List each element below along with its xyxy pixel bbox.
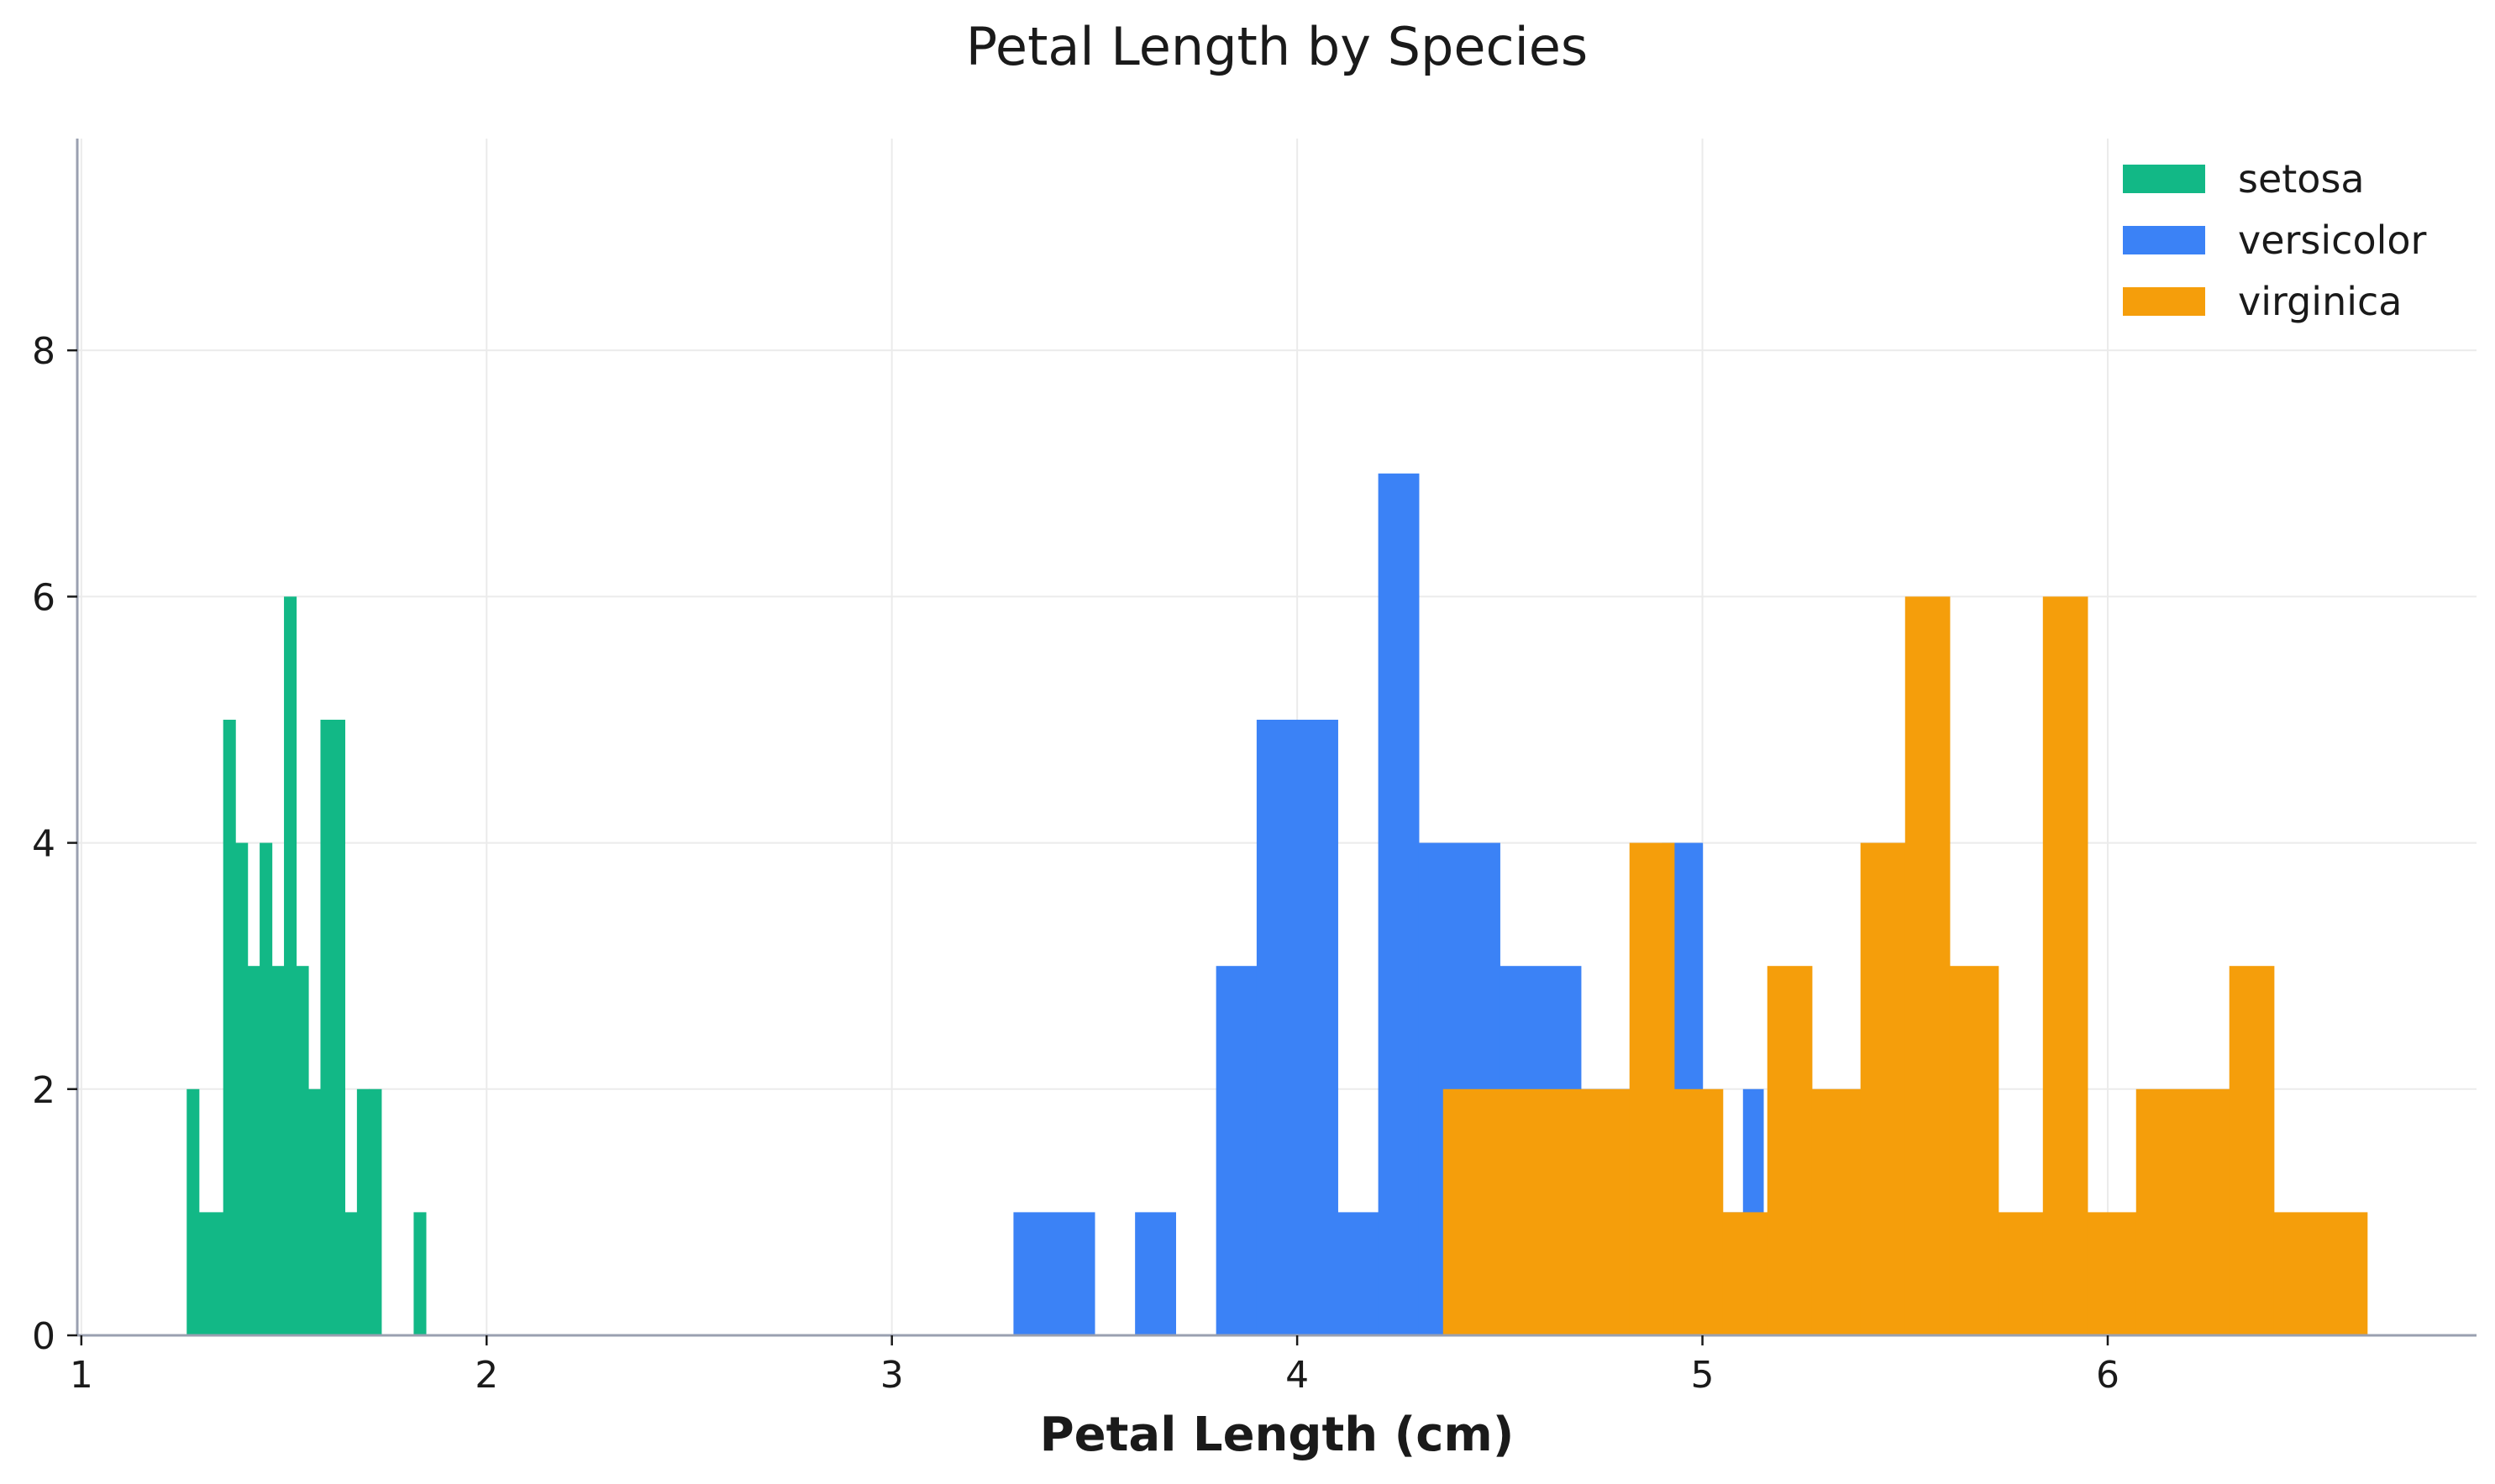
legend-swatch-setosa	[2123, 165, 2205, 193]
bar-versicolor	[1256, 719, 1338, 1335]
bar-virginica	[2135, 1088, 2230, 1335]
x-tick-label: 3	[880, 1354, 904, 1397]
bar-virginica	[2087, 1212, 2137, 1335]
bar-setosa	[284, 596, 297, 1335]
bar-virginica	[1904, 596, 1951, 1335]
legend: setosa versicolor virginica	[2123, 156, 2427, 324]
y-tick-label: 4	[32, 823, 55, 866]
bar-virginica	[1811, 1088, 1862, 1335]
tick-labels: 1 2 3 4 5 6 0 2 4 6 8	[32, 330, 2119, 1397]
bar-virginica	[1998, 1212, 2044, 1335]
legend-swatch-virginica	[2123, 287, 2205, 316]
y-tick-label: 2	[32, 1069, 55, 1112]
bar-versicolor	[1378, 473, 1420, 1336]
histogram-bars	[186, 473, 2368, 1336]
legend-label-virginica: virginica	[2238, 279, 2403, 324]
axes	[67, 139, 2477, 1345]
bar-versicolor	[1216, 966, 1258, 1335]
bar-setosa	[271, 966, 285, 1335]
chart-title: Petal Length by Species	[966, 16, 1589, 77]
bar-setosa	[235, 842, 249, 1335]
x-tick-label: 1	[70, 1354, 93, 1397]
x-axis-label: Petal Length (cm)	[1040, 1408, 1515, 1462]
y-tick-label: 8	[32, 330, 55, 373]
bar-virginica	[2229, 966, 2275, 1335]
bar-virginica	[1860, 842, 1906, 1335]
x-tick-label: 4	[1285, 1354, 1309, 1397]
y-tick-label: 6	[32, 576, 55, 619]
bar-setosa	[260, 842, 273, 1335]
bar-setosa	[320, 719, 346, 1335]
bar-virginica	[1722, 1212, 1768, 1335]
bar-versicolor	[1337, 1212, 1379, 1335]
bar-virginica	[1949, 966, 1999, 1335]
bar-setosa	[307, 1088, 322, 1335]
bar-virginica	[2042, 596, 2088, 1335]
bar-setosa	[369, 1088, 382, 1335]
y-tick-label: 0	[32, 1315, 55, 1358]
bar-setosa	[344, 1212, 358, 1335]
x-tick-label: 5	[1691, 1354, 1715, 1397]
bar-setosa	[413, 1212, 427, 1335]
bar-setosa	[356, 1088, 370, 1335]
bar-setosa	[186, 1088, 200, 1335]
bar-versicolor	[1013, 1212, 1095, 1335]
bar-setosa	[247, 966, 260, 1335]
bar-virginica	[2273, 1212, 2368, 1335]
bar-virginica	[1629, 842, 1675, 1335]
bar-setosa	[198, 1212, 224, 1335]
legend-swatch-versicolor	[2123, 226, 2205, 254]
x-tick-label: 2	[475, 1354, 498, 1397]
bar-virginica	[1673, 1088, 1724, 1335]
bar-virginica	[1767, 966, 1813, 1335]
legend-label-versicolor: versicolor	[2238, 218, 2427, 263]
x-tick-label: 6	[2096, 1354, 2119, 1397]
bar-versicolor	[1135, 1212, 1176, 1335]
bar-setosa	[296, 966, 309, 1335]
bar-virginica	[1442, 1088, 1631, 1335]
legend-label-setosa: setosa	[2238, 156, 2365, 202]
bar-setosa	[223, 719, 236, 1335]
